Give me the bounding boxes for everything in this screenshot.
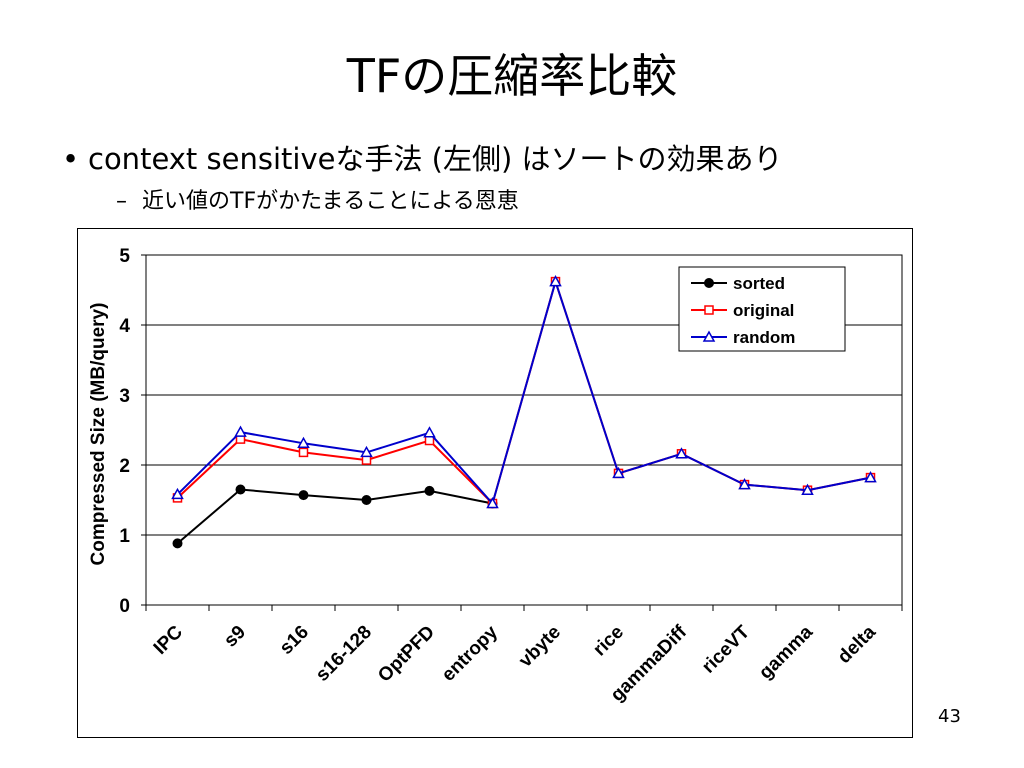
data-point-random xyxy=(675,447,688,459)
bullet-marker: • xyxy=(62,142,80,176)
data-point-random xyxy=(171,487,184,500)
legend-label-sorted: sorted xyxy=(733,274,785,293)
series-line-random xyxy=(176,278,871,506)
data-point-random xyxy=(738,478,751,490)
data-point-original xyxy=(361,455,372,465)
x-tick-label: s16-128 xyxy=(312,622,376,686)
legend-marker-random xyxy=(702,330,716,342)
legend-marker-original xyxy=(704,305,714,315)
data-point-sorted xyxy=(424,485,435,496)
sub-bullet-text: 近い値のTFがかたまることによる恩恵 xyxy=(142,189,519,214)
x-tick-label: OptPFD xyxy=(374,622,439,687)
legend-label-original: original xyxy=(733,301,794,320)
y-tick-label: 0 xyxy=(119,596,130,617)
page-number: 43 xyxy=(938,706,961,727)
data-point-random xyxy=(423,426,436,438)
x-tick-label: entropy xyxy=(438,621,502,685)
data-point-random xyxy=(360,445,373,458)
x-tick-label: riceVT xyxy=(698,621,754,677)
sub-bullet-point: – 近い値のTFがかたまることによる恩恵 xyxy=(116,183,519,215)
x-tick-label: IPC xyxy=(150,621,187,658)
x-tick-label: gamma xyxy=(755,621,817,683)
series-line-sorted xyxy=(176,488,493,545)
y-tick-label: 1 xyxy=(119,526,130,547)
data-point-random xyxy=(612,466,625,479)
y-tick-label: 4 xyxy=(119,316,130,337)
y-axis-label: Compressed Size (MB/query) xyxy=(88,303,109,566)
data-point-sorted xyxy=(172,538,183,549)
y-tick-label: 3 xyxy=(119,386,130,407)
data-point-random xyxy=(297,436,310,449)
y-tick-label: 5 xyxy=(119,246,130,267)
data-point-sorted xyxy=(298,490,309,501)
data-point-random xyxy=(234,425,247,437)
data-point-sorted xyxy=(235,484,246,495)
legend-label-random: random xyxy=(733,328,795,347)
bullet-point: • context sensitiveな手法 (左側) はソートの効果あり xyxy=(62,136,783,178)
data-point-sorted xyxy=(361,495,372,505)
y-tick-label: 2 xyxy=(119,456,130,477)
legend-marker-sorted xyxy=(704,278,714,288)
slide-title: TFの圧縮率比較 xyxy=(346,49,678,103)
data-point-random xyxy=(486,496,499,509)
data-point-random xyxy=(801,483,814,495)
x-tick-label: s9 xyxy=(220,622,250,652)
chart-frame: 0 1 2 3 4 5 IPC s9 s16 s16-128 OptPFD entropy vbyte r… xyxy=(77,228,913,738)
data-point-original xyxy=(298,447,309,458)
x-tick-label: rice xyxy=(589,622,628,661)
x-tick-label: delta xyxy=(834,621,881,668)
data-point-original xyxy=(424,435,435,446)
data-point-random xyxy=(864,471,877,483)
bullet-text: context sensitiveな手法 (左側) はソートの効果あり xyxy=(88,142,783,176)
x-tick-label: vbyte xyxy=(515,622,565,672)
data-point-random xyxy=(549,275,562,287)
x-tick-label: s16 xyxy=(276,622,313,659)
sub-bullet-marker: – xyxy=(116,189,127,214)
